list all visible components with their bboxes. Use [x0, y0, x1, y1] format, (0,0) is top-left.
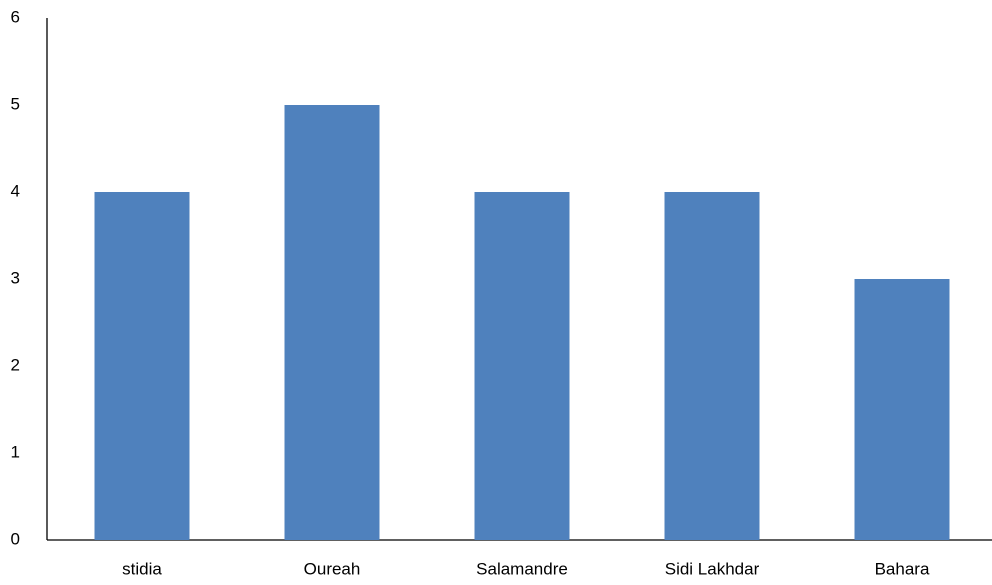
x-tick-label: Salamandre [476, 559, 568, 578]
y-tick-label: 1 [11, 442, 20, 461]
y-tick-label: 3 [11, 268, 20, 287]
y-tick-label: 6 [11, 7, 20, 26]
x-tick-label: stidia [122, 559, 162, 578]
x-tick-label: Oureah [304, 559, 361, 578]
bar [474, 192, 570, 540]
y-tick-label: 5 [11, 94, 20, 113]
bar [94, 192, 190, 540]
y-tick-label: 2 [11, 355, 20, 374]
bar [854, 279, 950, 540]
x-tick-label: Sidi Lakhdar [665, 559, 760, 578]
x-tick-label: Bahara [875, 559, 930, 578]
bar [664, 192, 760, 540]
y-tick-label: 4 [11, 181, 20, 200]
y-tick-label: 0 [11, 529, 20, 548]
bar [284, 105, 380, 540]
